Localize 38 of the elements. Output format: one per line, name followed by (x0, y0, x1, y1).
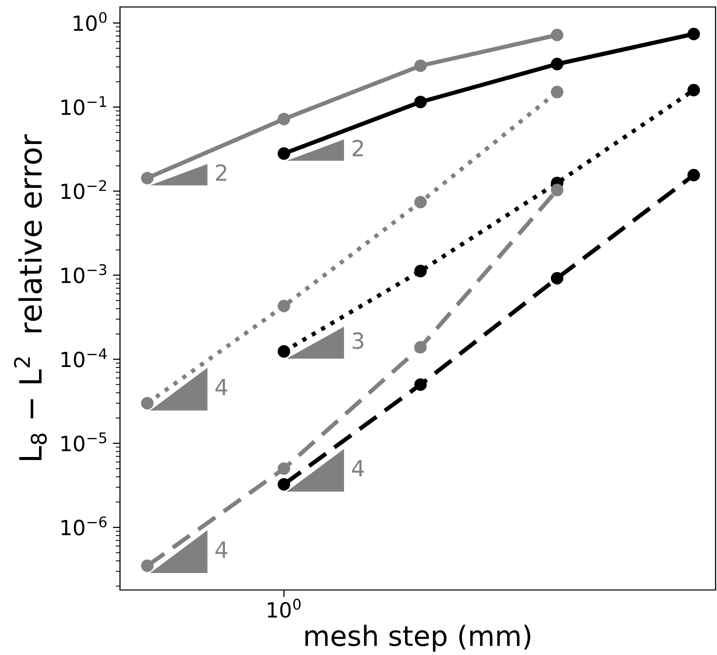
point (278, 147, 290, 160)
point (550, 86, 564, 98)
y-tick-label: 10$^{−4}$ (62, 348, 107, 368)
x-axis-title: mesh step (mm) (305, 624, 530, 652)
point (141, 396, 154, 410)
annotation: 2 (352, 140, 363, 156)
point (414, 340, 427, 354)
annotation: 4 (352, 460, 364, 476)
point (414, 264, 427, 278)
point (278, 345, 290, 358)
point (141, 172, 154, 184)
annotation: 4 (215, 542, 228, 558)
point (687, 28, 700, 40)
point (278, 462, 290, 475)
y-tick-label: 10$^{−3}$ (62, 264, 106, 284)
y-tick-label: 10$^{−1}$ (62, 96, 106, 116)
annotation: 2 (216, 164, 226, 181)
point (414, 196, 427, 208)
point (414, 378, 427, 391)
point (278, 478, 290, 491)
annotation: 3 (352, 332, 364, 350)
point (550, 184, 564, 196)
point (550, 28, 564, 42)
point (550, 58, 564, 70)
point (550, 272, 564, 284)
annotation: 4 (215, 379, 228, 396)
point (687, 84, 700, 96)
y-tick-label: 10$^{−5}$ (62, 432, 106, 452)
y-tick-label: 10$^{−6}$ (62, 516, 107, 536)
point (278, 300, 290, 312)
point (141, 559, 154, 572)
y-tick-label: 10$^{−2}$ (62, 180, 106, 200)
y-tick-label: 10$^{0}$ (74, 12, 107, 32)
point (278, 112, 290, 126)
y-axis-title: L$_{8}$ − L$^{2}$ relative error (14, 134, 47, 460)
point (687, 168, 700, 182)
point (414, 60, 427, 72)
point (414, 96, 427, 108)
